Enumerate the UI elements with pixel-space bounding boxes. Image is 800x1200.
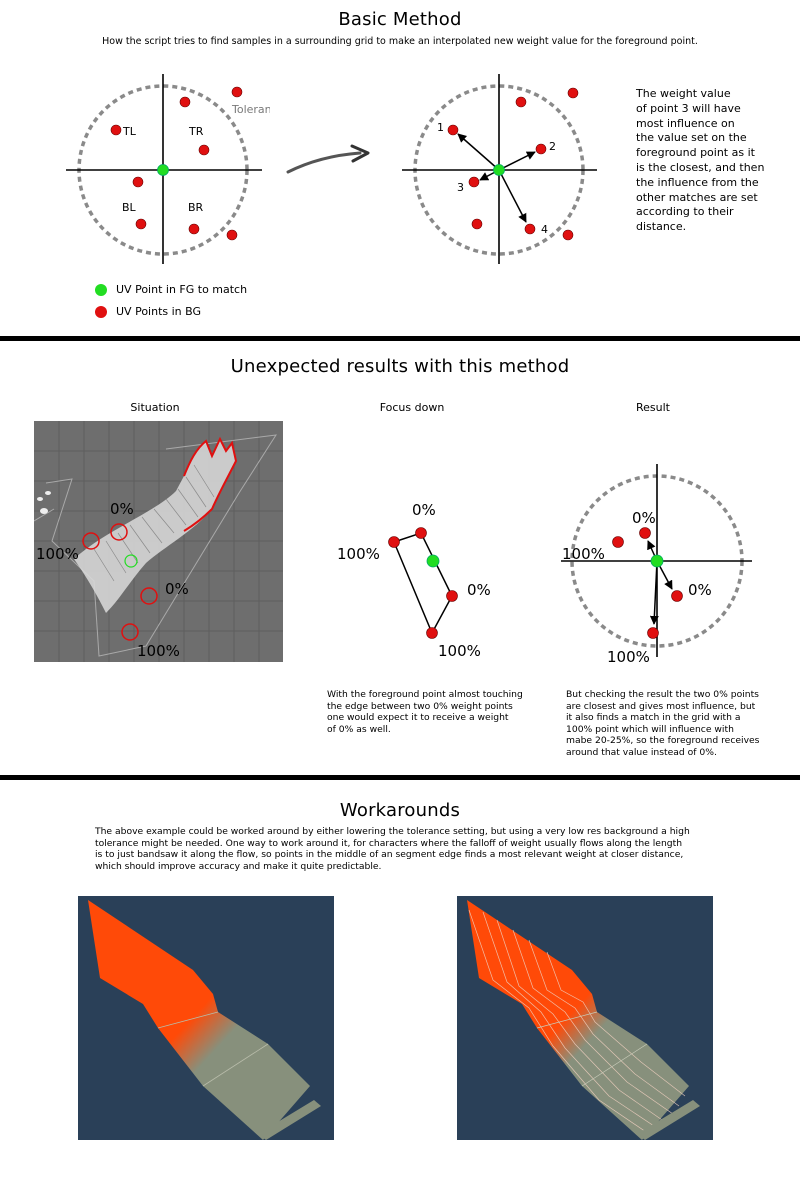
bg-point bbox=[639, 527, 651, 539]
bg-point bbox=[446, 590, 458, 602]
mesh-strip bbox=[637, 1100, 700, 1140]
bg-point bbox=[671, 590, 683, 602]
bg-point bbox=[524, 223, 536, 235]
focus-down-diagram: 0% 100% 0% 100% bbox=[337, 501, 491, 660]
point-4-label: 4 bbox=[541, 223, 548, 236]
basic-method-diagram-before: Tolerance TL TR BL BR bbox=[66, 74, 270, 264]
result-zero-top: 0% bbox=[632, 509, 656, 527]
situation-viewport: 0% 100% 0% 100% bbox=[34, 421, 283, 662]
result-note: But checking the result the two 0% point… bbox=[566, 689, 760, 758]
bg-point bbox=[447, 124, 459, 136]
bg-point bbox=[132, 176, 144, 188]
situation-caption: Situation bbox=[130, 401, 180, 414]
mesh-strip bbox=[258, 1100, 321, 1140]
loose-mesh-bits bbox=[37, 491, 51, 514]
quadrant-tr-label: TR bbox=[188, 125, 204, 138]
workarounds-title: Workarounds bbox=[339, 800, 461, 821]
bg-point bbox=[226, 229, 238, 241]
sample-circle-0-top bbox=[110, 523, 128, 541]
fg-point bbox=[493, 164, 505, 176]
workaround-viewport-before bbox=[78, 896, 334, 1140]
uv-outline bbox=[34, 434, 277, 657]
bg-point bbox=[388, 536, 400, 548]
basic-method-diagram-after: 1 2 3 4 bbox=[402, 74, 597, 264]
focus-zero-top: 0% bbox=[412, 501, 436, 519]
bg-points bbox=[110, 86, 243, 241]
bg-point bbox=[567, 87, 579, 99]
bg-point bbox=[647, 627, 659, 639]
section-divider bbox=[0, 775, 800, 780]
hand-mesh-lines bbox=[93, 464, 215, 582]
basic-method-subtitle: How the script tries to find samples in … bbox=[102, 36, 698, 47]
bg-point bbox=[135, 218, 147, 230]
focus-down-note: With the foreground point almost touchin… bbox=[327, 689, 523, 735]
quadrant-br-label: BR bbox=[188, 201, 204, 214]
basic-method-explanation: The weight value of point 3 will have mo… bbox=[636, 87, 765, 234]
focus-down-caption: Focus down bbox=[379, 401, 445, 414]
bg-point bbox=[535, 143, 547, 155]
sample-circle-100-bottom bbox=[121, 623, 139, 641]
result-hundred-left: 100% bbox=[562, 545, 605, 563]
legend-bg-swatch bbox=[95, 306, 107, 318]
fg-point bbox=[157, 164, 169, 176]
situation-hundred-left: 100% bbox=[36, 545, 79, 563]
focus-hundred-left: 100% bbox=[337, 545, 380, 563]
weight-mesh-coarse bbox=[88, 900, 310, 1140]
hand-mesh bbox=[74, 439, 236, 613]
weight-mesh-bandsawed bbox=[467, 900, 689, 1140]
legend-fg-swatch bbox=[95, 284, 107, 296]
focus-quad bbox=[392, 532, 453, 635]
bg-point bbox=[468, 176, 480, 188]
fg-sample-circle bbox=[124, 554, 138, 568]
bg-point bbox=[415, 527, 427, 539]
bg-point bbox=[110, 124, 122, 136]
basic-method-title: Basic Method bbox=[338, 9, 462, 30]
fg-point bbox=[426, 554, 440, 568]
situation-zero-right: 0% bbox=[165, 580, 189, 598]
focus-hundred-bottom: 100% bbox=[438, 642, 481, 660]
bg-point bbox=[471, 218, 483, 230]
point-2-label: 2 bbox=[549, 140, 556, 153]
bg-point bbox=[515, 96, 527, 108]
workarounds-body: The above example could be worked around… bbox=[95, 826, 690, 872]
sample-circle-0-bottom bbox=[140, 587, 158, 605]
bg-point bbox=[231, 86, 243, 98]
unexpected-title: Unexpected results with this method bbox=[230, 356, 570, 377]
influence-arrows bbox=[457, 133, 536, 223]
bg-point bbox=[562, 229, 574, 241]
fg-point bbox=[650, 554, 664, 568]
transition-arrow bbox=[286, 144, 370, 174]
sample-circles bbox=[82, 523, 158, 641]
quadrant-bl-label: BL bbox=[122, 201, 137, 214]
bg-point bbox=[612, 536, 624, 548]
legend-bg-label: UV Points in BG bbox=[116, 305, 202, 318]
point-1-label: 1 bbox=[437, 121, 444, 134]
result-zero-right: 0% bbox=[688, 581, 712, 599]
result-diagram: 0% 100% 0% 100% bbox=[561, 464, 752, 666]
hand-highlight bbox=[183, 436, 238, 532]
bg-points bbox=[447, 87, 579, 241]
quadrant-tl-label: TL bbox=[122, 125, 137, 138]
point-3-label: 3 bbox=[457, 181, 464, 194]
bg-point bbox=[198, 144, 210, 156]
result-caption: Result bbox=[636, 401, 670, 414]
legend-fg-label: UV Point in FG to match bbox=[116, 283, 248, 296]
workaround-viewport-after bbox=[457, 896, 713, 1140]
tolerance-label: Tolerance bbox=[231, 103, 270, 116]
sample-circle-100-top bbox=[82, 532, 100, 550]
situation-hundred-bottom: 100% bbox=[137, 642, 180, 660]
influence-arrows bbox=[647, 540, 673, 625]
result-hundred-bottom: 100% bbox=[607, 648, 650, 666]
section-divider bbox=[0, 336, 800, 341]
bg-point bbox=[188, 223, 200, 235]
bg-point bbox=[426, 627, 438, 639]
bg-point bbox=[179, 96, 191, 108]
situation-zero-top: 0% bbox=[110, 500, 134, 518]
focus-zero-right: 0% bbox=[467, 581, 491, 599]
